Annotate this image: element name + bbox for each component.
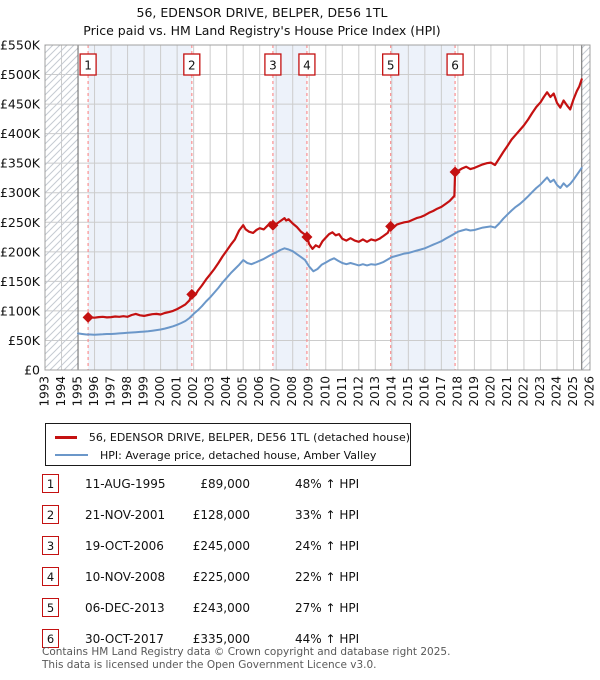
legend-label-hpi: HPI: Average price, detached house, Ambe… [100,448,377,462]
license-footer: Contains HM Land Registry data © Crown c… [42,646,582,671]
svg-text:1999: 1999 [137,376,151,407]
svg-text:£400K: £400K [0,126,41,141]
svg-text:1993: 1993 [38,376,52,407]
sale-price: £335,000 [192,632,250,646]
svg-text:2025: 2025 [566,376,580,407]
svg-text:1998: 1998 [120,376,134,407]
sale-hpi-delta: 24% ↑ HPI [295,539,360,553]
table-row: 6 30-OCT-2017 £335,000 44% ↑ HPI [42,629,562,651]
svg-text:2018: 2018 [450,376,464,407]
sale-date: 30-OCT-2017 [85,632,164,646]
chart-legend: 56, EDENSOR DRIVE, BELPER, DE56 1TL (det… [45,423,411,466]
title-subtitle: Price paid vs. HM Land Registry's House … [83,23,441,38]
property-line-swatch-icon [55,435,77,439]
sale-hpi-delta: 48% ↑ HPI [295,477,360,491]
svg-text:2022: 2022 [516,376,530,407]
svg-text:2002: 2002 [186,376,200,407]
svg-text:2012: 2012 [351,376,365,407]
sale-price: £225,000 [192,570,250,584]
svg-text:1997: 1997 [104,376,118,407]
svg-text:£150K: £150K [0,274,41,289]
svg-text:2: 2 [188,59,196,73]
svg-text:2023: 2023 [533,376,547,407]
legend-item-property: 56, EDENSOR DRIVE, BELPER, DE56 1TL (det… [46,428,410,446]
svg-text:£100K: £100K [0,303,41,318]
sale-number-badge: 3 [42,536,59,555]
sale-date: 10-NOV-2008 [85,570,166,584]
svg-text:2005: 2005 [236,376,250,407]
table-row: 4 10-NOV-2008 £225,000 22% ↑ HPI [42,567,562,589]
table-row: 1 11-AUG-1995 £89,000 48% ↑ HPI [42,474,562,496]
legend-label-property: 56, EDENSOR DRIVE, BELPER, DE56 1TL (det… [88,430,410,444]
svg-text:2019: 2019 [467,376,481,407]
svg-text:2001: 2001 [170,376,184,407]
svg-text:2026: 2026 [583,376,597,407]
svg-text:2021: 2021 [500,376,514,407]
footer-line-2: This data is licensed under the Open Gov… [42,658,377,671]
svg-text:2016: 2016 [417,376,431,407]
sale-hpi-delta: 27% ↑ HPI [295,601,360,615]
svg-text:2020: 2020 [483,376,497,407]
sale-price: £89,000 [200,477,250,491]
svg-text:2006: 2006 [252,376,266,407]
svg-text:2004: 2004 [219,376,233,407]
hpi-line-swatch-icon [55,453,88,457]
footer-line-1: Contains HM Land Registry data © Crown c… [42,646,451,658]
svg-text:1995: 1995 [71,376,85,407]
sale-price: £128,000 [192,508,250,522]
svg-text:2017: 2017 [434,376,448,407]
page-title: 56, EDENSOR DRIVE, BELPER, DE56 1TL Pric… [0,4,524,40]
sale-date: 11-AUG-1995 [85,477,166,491]
svg-text:2011: 2011 [335,376,349,407]
sale-price: £243,000 [192,601,250,615]
svg-text:6: 6 [451,59,459,73]
svg-text:£450K: £450K [0,97,41,112]
svg-text:2000: 2000 [153,376,167,407]
sale-hpi-delta: 44% ↑ HPI [295,632,360,646]
svg-text:1: 1 [84,59,92,73]
table-row: 2 21-NOV-2001 £128,000 33% ↑ HPI [42,505,562,527]
sale-hpi-delta: 22% ↑ HPI [295,570,360,584]
table-row: 3 19-OCT-2006 £245,000 24% ↑ HPI [42,536,562,558]
svg-text:£300K: £300K [0,185,41,200]
table-row: 5 06-DEC-2013 £243,000 27% ↑ HPI [42,598,562,620]
svg-text:5: 5 [387,59,395,73]
svg-text:£50K: £50K [8,333,41,348]
svg-text:2007: 2007 [269,376,283,407]
svg-text:2024: 2024 [549,376,563,407]
sale-number-badge: 4 [42,567,59,586]
svg-text:2003: 2003 [203,376,217,407]
svg-text:£500K: £500K [0,67,41,82]
price-history-chart: 1 2 3 4 5 6 £0 £50K £100K £150K £200K £250K £300K £35… [0,38,597,407]
svg-text:2015: 2015 [401,376,415,407]
sale-number-badge: 2 [42,505,59,524]
svg-text:4: 4 [303,59,311,73]
title-address: 56, EDENSOR DRIVE, BELPER, DE56 1TL [136,5,388,20]
svg-text:£200K: £200K [0,244,41,259]
sale-date: 19-OCT-2006 [85,539,164,553]
sale-hpi-delta: 33% ↑ HPI [295,508,360,522]
svg-text:£350K: £350K [0,156,41,171]
svg-text:£550K: £550K [0,38,41,53]
sale-date: 06-DEC-2013 [85,601,165,615]
svg-text:2010: 2010 [318,376,332,407]
sale-number-badge: 5 [42,598,59,617]
svg-text:1996: 1996 [87,376,101,407]
sale-number-badge: 1 [42,474,59,493]
svg-text:1994: 1994 [54,376,68,407]
sale-price: £245,000 [192,539,250,553]
svg-text:2008: 2008 [285,376,299,407]
svg-text:3: 3 [269,59,277,73]
svg-text:2014: 2014 [384,376,398,407]
sale-number-badge: 6 [42,629,59,648]
svg-text:2009: 2009 [302,376,316,407]
svg-text:£0: £0 [24,363,40,378]
svg-text:£250K: £250K [0,215,41,230]
legend-item-hpi: HPI: Average price, detached house, Ambe… [46,446,410,464]
svg-text:2013: 2013 [368,376,382,407]
sale-date: 21-NOV-2001 [85,508,166,522]
